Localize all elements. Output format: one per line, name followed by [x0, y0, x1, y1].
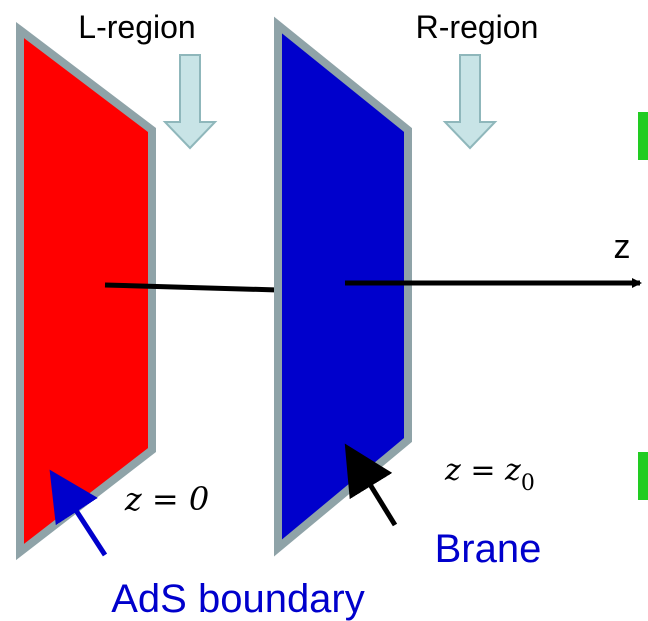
green-bar: [638, 452, 648, 500]
brane-plane: [274, 16, 412, 557]
down-arrow: [442, 54, 498, 150]
brane-arrow: [344, 443, 398, 527]
boundary-label: AdS boundary: [111, 577, 365, 621]
r-region-label: R-region: [416, 9, 539, 45]
green-bar: [638, 112, 648, 160]
equation-subscript: 0: [521, 471, 535, 496]
brane-label: Brane: [435, 527, 542, 571]
boundary-arrow: [49, 469, 108, 557]
l-region-label: L-region: [78, 9, 195, 45]
axis-segment: [104, 282, 279, 293]
axis-label: z: [614, 228, 631, 266]
brane-equation: z = z0: [444, 453, 535, 496]
equation-base: z = z: [444, 453, 521, 488]
down-arrow: [162, 54, 218, 150]
boundary-equation: z = 0: [124, 480, 209, 518]
boundary-plane: [16, 21, 156, 561]
